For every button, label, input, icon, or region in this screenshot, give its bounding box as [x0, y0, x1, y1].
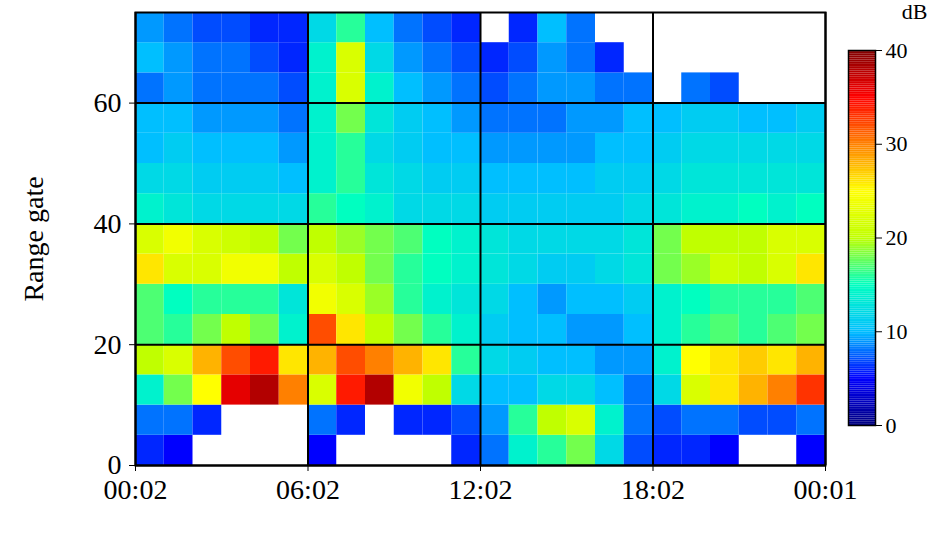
- svg-text:00:02: 00:02: [104, 474, 168, 505]
- svg-text:12:02: 12:02: [449, 474, 513, 505]
- svg-text:Range gate: Range gate: [18, 176, 49, 301]
- svg-text:40: 40: [886, 38, 908, 63]
- svg-text:60: 60: [94, 87, 122, 118]
- svg-text:0: 0: [107, 449, 122, 481]
- svg-text:00:01: 00:01: [794, 474, 858, 505]
- svg-text:20: 20: [886, 225, 908, 250]
- svg-text:20: 20: [94, 329, 122, 360]
- svg-text:40: 40: [94, 208, 122, 239]
- svg-text:0: 0: [886, 413, 897, 438]
- svg-text:06:02: 06:02: [276, 474, 340, 505]
- svg-text:18:02: 18:02: [621, 474, 685, 505]
- svg-text:dB: dB: [902, 0, 928, 24]
- svg-text:10: 10: [886, 319, 908, 344]
- svg-text:30: 30: [886, 131, 908, 156]
